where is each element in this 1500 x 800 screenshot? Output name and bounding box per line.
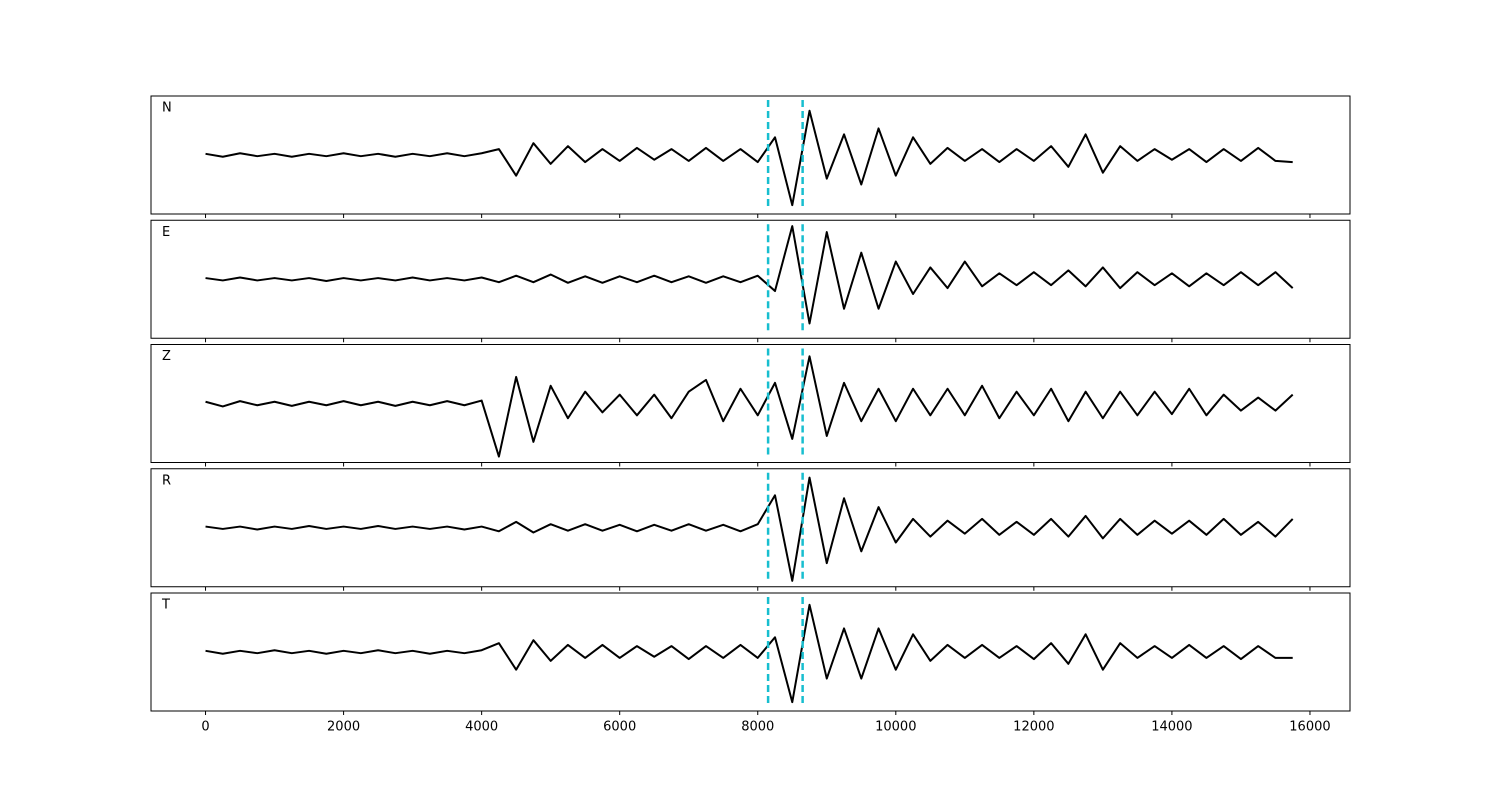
panel-label: T [161,598,170,613]
x-tick-label: 6000 [603,720,636,735]
waveform [205,109,1293,207]
panel-frame [150,219,1351,339]
x-tick-label: 8000 [741,720,774,735]
panel-frame [150,344,1351,463]
waveform [205,225,1294,325]
x-tick-label: 16000 [1289,720,1330,735]
panel-label: N [162,101,172,116]
x-tick-label: 14000 [1151,720,1192,735]
x-tick-label: 0 [201,720,209,735]
panel-label: R [162,473,171,488]
panel-frame [150,468,1351,588]
panel-frame [150,95,1351,215]
waveform [205,476,1294,582]
x-tick-label: 2000 [327,720,360,735]
waveform [205,355,1294,458]
panel-label: Z [162,349,171,364]
waveform [205,603,1293,704]
x-tick-label: 12000 [1013,720,1054,735]
panel-frame [150,592,1351,712]
panel-label: E [162,225,170,240]
x-tick-label: 4000 [465,720,498,735]
x-tick-label: 10000 [875,720,916,735]
